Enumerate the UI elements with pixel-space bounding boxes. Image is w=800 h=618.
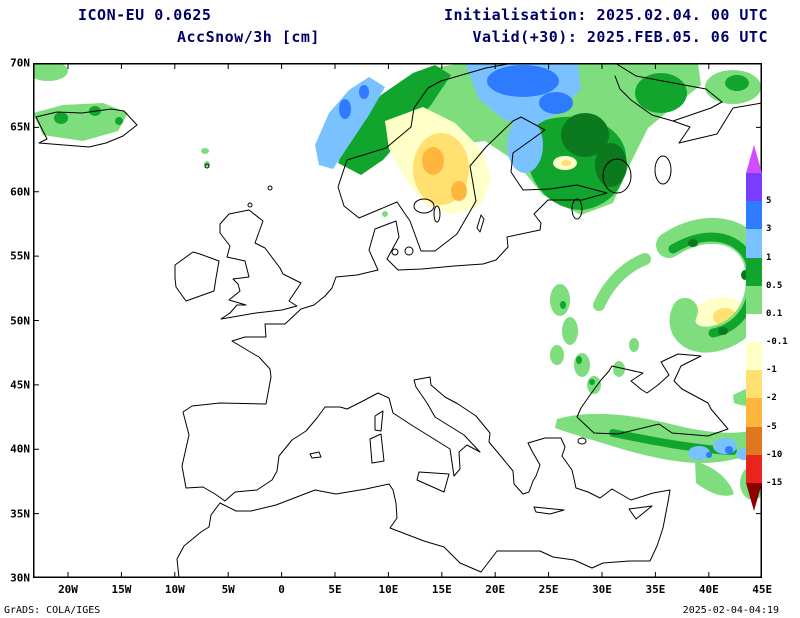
colorbar-segment: 0.5 bbox=[746, 257, 782, 291]
coastline-layer bbox=[35, 62, 763, 579]
colorbar-segment: -1 bbox=[746, 342, 777, 375]
colorbar-label: 5 bbox=[766, 196, 772, 207]
y-tick-label: 60N bbox=[10, 185, 30, 199]
colorbar-label: 0.5 bbox=[766, 280, 783, 291]
colorbar-label: 1 bbox=[766, 252, 772, 263]
colorbar-segment: -15 bbox=[746, 454, 782, 488]
x-tick-label: 25E bbox=[538, 583, 559, 596]
initialisation-time: Initialisation: 2025.02.04. 00 UTC bbox=[443, 6, 768, 24]
x-tick-label: 5W bbox=[221, 583, 235, 596]
colorbar-label: -15 bbox=[766, 477, 783, 488]
model-title: ICON-EU 0.0625 bbox=[78, 6, 212, 24]
colorbar-label: -5 bbox=[766, 421, 777, 432]
y-tick-label: 70N bbox=[10, 56, 30, 70]
europe-map-svg bbox=[28, 61, 772, 579]
x-tick-label: 20E bbox=[485, 583, 506, 596]
y-tick-label: 30N bbox=[10, 571, 30, 585]
colorbar-segment: 1 bbox=[746, 229, 771, 263]
x-tick-label: 0 bbox=[278, 583, 285, 596]
x-tick-label: 15W bbox=[111, 583, 132, 596]
x-tick-label: 10E bbox=[378, 583, 399, 596]
colorbar-label: -0.1 bbox=[766, 337, 788, 348]
colorbar-label: -1 bbox=[766, 365, 777, 376]
x-tick-label: 40E bbox=[698, 583, 719, 596]
x-tick-label: 45E bbox=[752, 583, 773, 596]
colorbar-segment bbox=[746, 482, 762, 512]
y-tick-label: 55N bbox=[10, 249, 30, 263]
x-tick-label: 30E bbox=[592, 583, 612, 596]
y-tick-label: 35N bbox=[10, 507, 30, 521]
colorbar-segment: 3 bbox=[746, 201, 771, 234]
x-tick-label: 15E bbox=[431, 583, 452, 596]
creation-timestamp: 2025-02-04-04:19 bbox=[682, 605, 779, 616]
y-tick-label: 50N bbox=[10, 314, 30, 327]
colorbar-segment: 0.1 bbox=[746, 285, 782, 319]
colorbar-label: 3 bbox=[766, 224, 772, 235]
x-tick-label: 20W bbox=[58, 583, 78, 596]
x-tick-label: 10W bbox=[164, 583, 185, 596]
colorbar-label: -2 bbox=[766, 393, 777, 404]
colorbar-segment: -5 bbox=[746, 398, 777, 432]
colorbar-segment: -2 bbox=[746, 370, 777, 403]
y-tick-label: 65N bbox=[10, 120, 30, 134]
colorbar-label: -10 bbox=[766, 449, 783, 460]
colorbar-segment: -0.1 bbox=[746, 313, 788, 347]
valid-time: Valid(+30): 2025.FEB.05. 06 UTC bbox=[472, 28, 768, 46]
grads-credit: GrADS: COLA/IGES bbox=[4, 605, 101, 616]
colorbar-segment: -10 bbox=[746, 426, 782, 460]
y-tick-label: 40N bbox=[10, 442, 30, 456]
colorbar-segment: 5 bbox=[746, 173, 771, 206]
x-tick-label: 35E bbox=[645, 583, 666, 596]
colorbar: 5 3 1 0.5 0.1 -0.1 -1 -2 -5 -10 -15 bbox=[746, 145, 788, 512]
colorbar-segment bbox=[746, 145, 762, 174]
snow-shading-layer bbox=[28, 61, 772, 500]
map-frame bbox=[28, 61, 772, 579]
variable-title: AccSnow/3h [cm] bbox=[177, 28, 320, 46]
x-tick-label: 5E bbox=[328, 583, 342, 596]
colorbar-label: 0.1 bbox=[766, 308, 783, 319]
y-tick-label: 45N bbox=[10, 378, 30, 392]
